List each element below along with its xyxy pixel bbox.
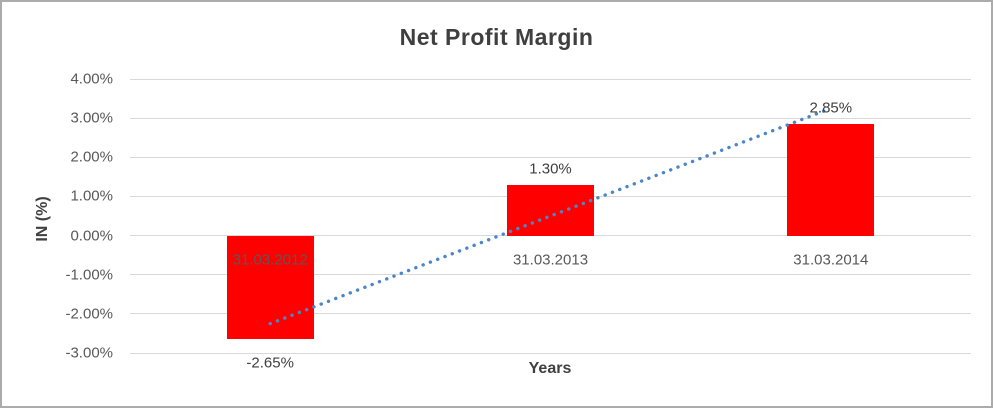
gridline <box>130 78 971 80</box>
gridline <box>130 352 971 354</box>
x-category-label: 31.03.2014 <box>793 251 869 269</box>
x-axis-title: Years <box>528 360 572 377</box>
y-axis-tick-label: 1.00% <box>70 187 113 205</box>
gridline <box>130 117 971 119</box>
data-label: -2.65% <box>246 354 294 372</box>
y-axis-tick-label: 3.00% <box>70 109 113 127</box>
x-category-label: 31.03.2012 <box>232 251 308 269</box>
chart-title: Net Profit Margin <box>399 24 594 50</box>
y-axis-tick-label: 2.00% <box>70 148 113 166</box>
data-label: 2.85% <box>809 99 853 117</box>
y-axis-tick-label: 4.00% <box>70 70 113 88</box>
bar-31.03.2014 <box>787 124 875 236</box>
y-axis-tick-label: -1.00% <box>65 266 113 284</box>
bar-31.03.2013 <box>507 184 594 236</box>
y-axis-tick-label: -2.00% <box>65 305 113 323</box>
data-label: 1.30% <box>529 160 572 178</box>
y-axis-tick-label: -3.00% <box>65 344 113 362</box>
x-category-label: 31.03.2013 <box>512 251 589 269</box>
y-axis-tick-label: 0.00% <box>70 227 113 245</box>
